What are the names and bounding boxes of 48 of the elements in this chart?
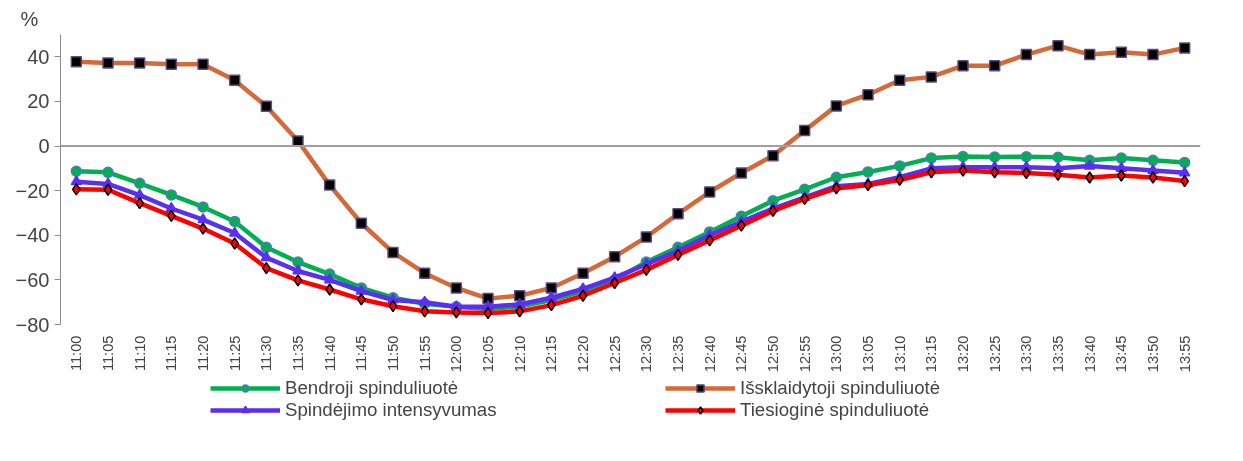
y-tick-label: −80 [15,313,50,336]
x-tick-label: 13:35 [1050,335,1066,373]
legend-label: Tiesioginė spinduliuotė [740,399,931,421]
x-tick-label: 11:35 [290,335,306,372]
x-tick-label: 11:45 [353,335,370,372]
x-tick-label: 13:15 [923,335,940,373]
y-tick-label: −40 [15,224,50,247]
x-tick-label: 11:10 [131,335,148,372]
x-tick-label: 12:30 [638,335,655,373]
x-tick-label: 12:35 [670,335,686,373]
x-tick-label: 12:15 [543,335,560,373]
x-tick-label: 12:50 [765,335,781,373]
x-tick-label: 12:55 [796,335,813,373]
x-tick-label: 13:20 [955,335,971,373]
x-tick-label: 11:05 [100,335,116,372]
x-tick-label: 13:40 [1081,335,1098,373]
x-tick-label: 11:20 [195,335,211,372]
x-tick-label: 13:00 [828,335,845,373]
x-tick-label: 11:50 [385,335,401,372]
y-tick-label: −20 [15,179,50,202]
x-tick-label: 13:05 [860,335,876,373]
x-tick-label: 13:30 [1018,335,1035,373]
x-tick-label: 13:10 [891,335,908,373]
x-tick-label: 12:05 [480,335,496,373]
legend-label: Spindėjimo intensyvumas [285,399,498,421]
x-tick-label: 13:50 [1145,335,1161,373]
x-tick-label: 13:25 [986,335,1003,373]
x-tick-label: 11:40 [321,335,338,372]
x-tick-label: 12:45 [733,335,750,373]
x-tick-label: 12:40 [701,335,718,373]
y-tick-label: 0 [38,135,50,158]
y-tick-label: 20 [27,90,50,113]
x-tick-label: 13:55 [1176,335,1193,373]
x-tick-label: 12:10 [511,335,528,373]
y-tick-label: −60 [15,268,50,291]
x-tick-label: 11:25 [226,335,243,372]
x-tick-label: 13:45 [1113,335,1130,373]
y-tick-label: 40 [27,45,50,68]
x-tick-label: 12:00 [448,335,465,373]
x-tick-label: 11:00 [68,335,85,372]
x-tick-label: 11:30 [258,335,275,372]
x-tick-label: 11:55 [416,335,433,372]
y-axis-title: % [20,7,39,30]
x-tick-label: 11:15 [163,335,180,372]
legend-label: Bendroji spinduliuotė [285,377,460,399]
x-tick-label: 12:25 [606,335,623,373]
legend-label: Išsklaidytoji spinduliuotė [740,377,942,399]
x-tick-label: 12:20 [575,335,591,373]
